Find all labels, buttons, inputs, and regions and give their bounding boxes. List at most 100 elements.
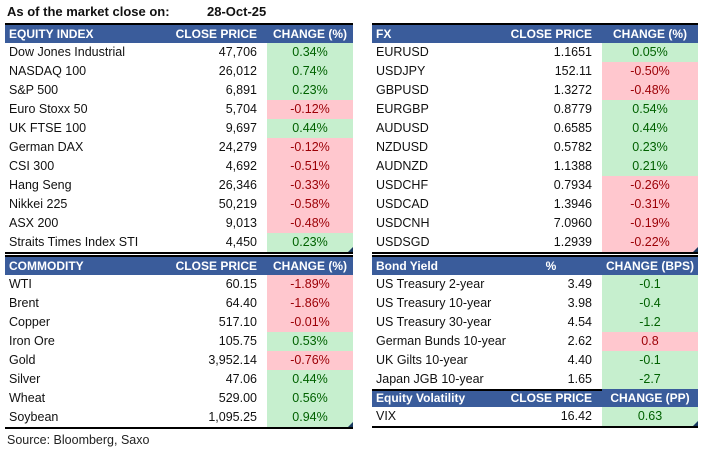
bond-yield-and-volatility-table: Bond Yield % CHANGE (BPS) US Treasury 2-… (372, 255, 698, 428)
column-header-close-price: CLOSE PRICE (175, 27, 257, 41)
close-price-value: 47.06 (225, 372, 257, 386)
close-price-value: 9,013 (225, 216, 257, 230)
close-price-value: 529.00 (218, 391, 257, 405)
instrument-label: AUDNZD (376, 159, 429, 173)
instrument-label: AUDUSD (376, 121, 429, 135)
table-row: German DAX 24,279 -0.12% (5, 138, 353, 157)
instrument-label: Copper (9, 315, 50, 329)
close-price-value: 152.11 (554, 64, 592, 78)
column-header-close-price: CLOSE PRICE (510, 27, 592, 41)
column-header-fx: FX (376, 27, 392, 41)
as-of-date: 28-Oct-25 (207, 4, 267, 19)
table-row: EURUSD 1.1651 0.05% (372, 43, 698, 62)
close-price-value: 1.3946 (553, 197, 592, 211)
change-value: 0.56% (267, 389, 353, 408)
change-value: 0.94% (267, 408, 353, 427)
close-price-value: 4,450 (225, 235, 257, 249)
instrument-label: Hang Seng (9, 178, 72, 192)
table-row: Copper 517.10 -0.01% (5, 313, 353, 332)
change-value: 0.05% (602, 43, 698, 62)
table-row: USDCNH 7.0960 -0.19% (372, 214, 698, 233)
source-note: Source: Bloomberg, Saxo (7, 433, 150, 447)
commodity-table-header: COMMODITY CLOSE PRICE CHANGE (%) (5, 257, 353, 275)
instrument-label: Gold (9, 353, 36, 367)
equity-table-header: EQUITY INDEX CLOSE PRICE CHANGE (%) (5, 25, 353, 43)
change-value: 0.74% (267, 62, 353, 81)
fx-table-body: EURUSD 1.1651 0.05% USDJPY 152.11 -0.50%… (372, 43, 698, 252)
instrument-label: EURUSD (376, 45, 429, 59)
table-row: Straits Times Index STI 4,450 0.23% (5, 233, 353, 252)
instrument-label: EURGBP (376, 102, 429, 116)
bond-yield-table-body: US Treasury 2-year 3.49 -0.1 US Treasury… (372, 275, 698, 389)
table-row: UK FTSE 100 9,697 0.44% (5, 119, 353, 138)
instrument-label: Dow Jones Industrial (9, 45, 126, 59)
change-value: -0.48% (267, 214, 353, 233)
change-value: -0.01% (267, 313, 353, 332)
instrument-label: Silver (9, 372, 41, 386)
change-value: 0.23% (602, 138, 698, 157)
instrument-label: NASDAQ 100 (9, 64, 87, 78)
change-value: 0.34% (267, 43, 353, 62)
close-price-value: 517.10 (218, 315, 257, 329)
change-value: -1.89% (267, 275, 353, 294)
instrument-label: Iron Ore (9, 334, 55, 348)
table-row: USDCAD 1.3946 -0.31% (372, 195, 698, 214)
close-price-value: 16.42 (560, 409, 592, 423)
change-value: 0.44% (267, 119, 353, 138)
close-price-value: 1.2939 (553, 235, 592, 249)
close-price-value: 4.54 (567, 315, 592, 329)
table-row: ASX 200 9,013 -0.48% (5, 214, 353, 233)
instrument-label: CSI 300 (9, 159, 55, 173)
commodity-table: COMMODITY CLOSE PRICE CHANGE (%) WTI 60.… (5, 255, 353, 429)
close-price-value: 1.1388 (553, 159, 592, 173)
instrument-label: US Treasury 2-year (376, 277, 485, 291)
change-value: 0.21% (602, 157, 698, 176)
table-row: S&P 500 6,891 0.23% (5, 81, 353, 100)
column-header-bond-yield: Bond Yield (376, 259, 439, 273)
change-value: -0.33% (267, 176, 353, 195)
instrument-label: UK Gilts 10-year (376, 353, 468, 367)
instrument-label: US Treasury 30-year (376, 315, 492, 329)
table-corner-marker-icon (693, 421, 698, 426)
table-row: Soybean 1,095.25 0.94% (5, 408, 353, 427)
close-price-value: 4.40 (567, 353, 592, 367)
instrument-label: USDCNH (376, 216, 430, 230)
close-price-value: 24,279 (218, 140, 257, 154)
instrument-label: GBPUSD (376, 83, 429, 97)
column-header-equity-volatility: Equity Volatility (376, 391, 466, 405)
table-row: US Treasury 30-year 4.54 -1.2 (372, 313, 698, 332)
close-price-value: 47,706 (218, 45, 257, 59)
change-value: 0.63 (602, 407, 698, 426)
commodity-table-body: WTI 60.15 -1.89% Brent 64.40 -1.86% Copp… (5, 275, 353, 427)
table-row: USDCHF 0.7934 -0.26% (372, 176, 698, 195)
table-row: CSI 300 4,692 -0.51% (5, 157, 353, 176)
close-price-value: 9,697 (225, 121, 257, 135)
change-value: -0.26% (602, 176, 698, 195)
instrument-label: Soybean (9, 410, 59, 424)
close-price-value: 0.5782 (553, 140, 592, 154)
close-price-value: 3,952.14 (208, 353, 257, 367)
equity-volatility-table-header: Equity Volatility CLOSE PRICE CHANGE (PP… (372, 389, 698, 407)
close-price-value: 64.40 (225, 296, 257, 310)
table-row: US Treasury 2-year 3.49 -0.1 (372, 275, 698, 294)
change-value: -0.48% (602, 81, 698, 100)
equity-volatility-table-body: VIX 16.42 0.63 (372, 407, 698, 426)
table-row: NZDUSD 0.5782 0.23% (372, 138, 698, 157)
fx-table-header: FX CLOSE PRICE CHANGE (%) (372, 25, 698, 43)
column-header-change-pct: CHANGE (%) (273, 27, 347, 41)
close-price-value: 3.49 (567, 277, 592, 291)
instrument-label: US Treasury 10-year (376, 296, 492, 310)
instrument-label: USDCHF (376, 178, 429, 192)
change-value: -0.1 (602, 275, 698, 294)
table-row: WTI 60.15 -1.89% (5, 275, 353, 294)
instrument-label: Straits Times Index STI (9, 235, 139, 249)
table-row: Nikkei 225 50,219 -0.58% (5, 195, 353, 214)
table-row: Dow Jones Industrial 47,706 0.34% (5, 43, 353, 62)
as-of-label: As of the market close on: (7, 4, 170, 19)
change-value: -0.58% (267, 195, 353, 214)
table-corner-marker-icon (348, 247, 353, 252)
change-value: -0.31% (602, 195, 698, 214)
close-price-value: 50,219 (218, 197, 257, 211)
close-price-value: 1.65 (567, 372, 592, 386)
